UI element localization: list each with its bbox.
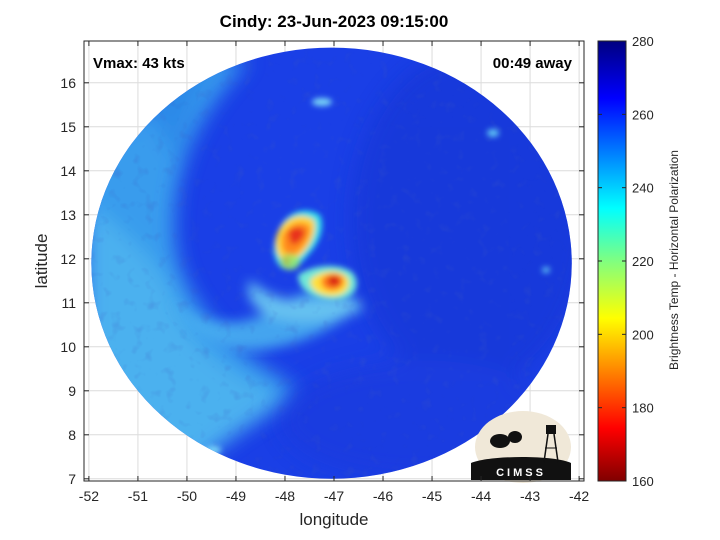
- radar-dish-icon-2: [508, 431, 522, 443]
- y-tick-label: 11: [61, 295, 76, 311]
- x-tick-label: -44: [471, 488, 491, 504]
- colorbar-tick-label: 220: [632, 254, 654, 269]
- colorbar-ticks: 160 180 200 220 240 260 280: [598, 34, 654, 489]
- colorbar: [597, 40, 627, 482]
- y-tick-label: 7: [68, 471, 76, 487]
- map-title: Cindy: 23-Jun-2023 09:15:00: [219, 12, 449, 31]
- cimss-logo-text: CIMSS: [496, 467, 546, 479]
- y-tick-label: 16: [60, 75, 76, 91]
- colorbar-tick-label: 260: [632, 107, 654, 122]
- x-tick-label: -48: [275, 488, 295, 504]
- radar-dish-icon: [490, 434, 510, 448]
- x-tick-label: -47: [324, 488, 344, 504]
- x-tick-label: -52: [79, 488, 99, 504]
- colorbar-label: Brightness Temp - Horizontal Polarizatio…: [667, 150, 681, 370]
- vmax-annotation: Vmax: 43 kts: [93, 55, 185, 72]
- colorbar-tick-label: 240: [632, 181, 654, 196]
- x-tick-label: -46: [373, 488, 393, 504]
- cimss-logo: CIMSS: [471, 411, 571, 483]
- x-tick-label: -50: [177, 488, 197, 504]
- x-tick-label: -49: [226, 488, 246, 504]
- colorbar-tick-label: 200: [632, 327, 654, 342]
- time-away-annotation: 00:49 away: [493, 55, 573, 72]
- colorbar-tick-label: 180: [632, 401, 654, 416]
- y-tick-label: 8: [68, 427, 76, 443]
- axis-ticks: -52 -51 -50 -49 -48 -47 -46 -45 -44 -43 -42 7 8 9 10 11…: [60, 41, 589, 504]
- colorbar-tick-label: 280: [632, 34, 654, 49]
- water-tower-icon: [546, 425, 556, 434]
- y-tick-label: 10: [60, 339, 76, 355]
- x-tick-label: -51: [128, 488, 148, 504]
- y-tick-label: 12: [60, 251, 76, 267]
- colorbar-tick-label: 160: [632, 474, 654, 489]
- y-tick-label: 13: [60, 207, 76, 223]
- x-tick-label: -45: [422, 488, 442, 504]
- x-axis-label: longitude: [299, 510, 369, 529]
- x-tick-label: -43: [520, 488, 540, 504]
- y-axis-label: latitude: [32, 233, 51, 289]
- y-tick-label: 14: [60, 163, 76, 179]
- y-tick-label: 9: [68, 383, 76, 399]
- y-tick-label: 15: [60, 119, 76, 135]
- x-tick-label: -42: [569, 488, 589, 504]
